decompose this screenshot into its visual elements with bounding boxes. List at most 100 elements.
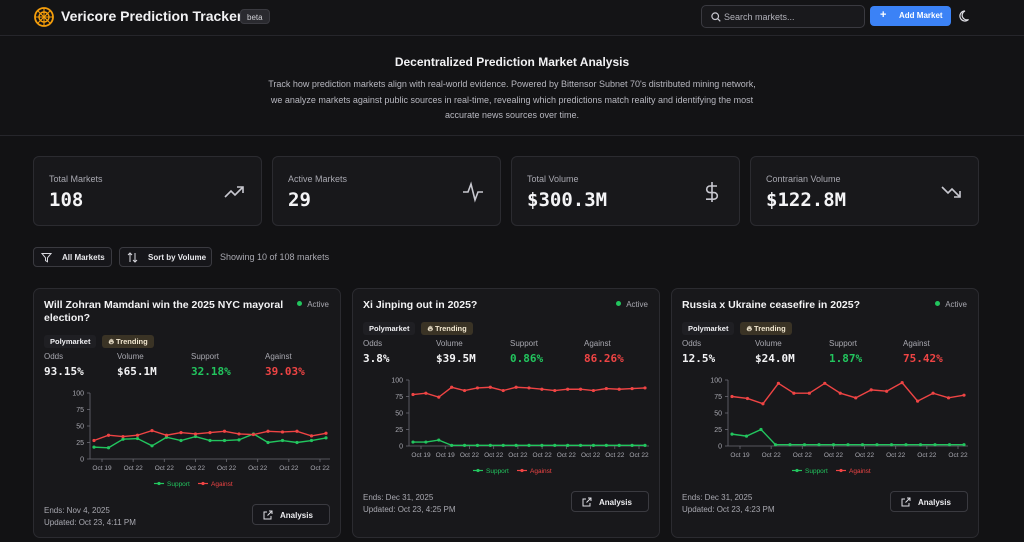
market-card[interactable]: Will Zohran Mamdani win the 2025 NYC may… xyxy=(33,288,341,538)
x-tick-label: Oct 22 xyxy=(533,452,553,459)
tag-row: Polymarket 🔥︎ Trending xyxy=(44,331,154,348)
y-tick-label: 50 xyxy=(76,424,84,431)
all-markets-filter[interactable]: All Markets xyxy=(33,247,112,267)
analysis-label: Analysis xyxy=(918,498,951,507)
volume-value: $39.5M xyxy=(436,352,476,365)
sort-by-volume-button[interactable]: Sort by Volume xyxy=(119,247,212,267)
analysis-button[interactable]: Analysis xyxy=(571,491,649,512)
legend-marker xyxy=(520,468,524,473)
market-question[interactable]: Russia x Ukraine ceasefire in 2025? xyxy=(682,299,861,311)
series-line-support xyxy=(731,428,964,446)
data-point-support xyxy=(266,440,270,445)
odds-value: 93.15% xyxy=(44,365,84,378)
filter-icon xyxy=(41,253,52,263)
external-link-icon xyxy=(901,497,911,507)
ends-date: Ends: Dec 31, 2025 xyxy=(363,493,434,502)
x-tick-label: Oct 22 xyxy=(605,452,625,459)
analysis-button[interactable]: Analysis xyxy=(890,491,968,512)
support-value: 0.86% xyxy=(510,352,544,365)
trending-tag: 🔥︎ Trending xyxy=(421,322,473,335)
analysis-button[interactable]: Analysis xyxy=(252,504,330,525)
data-point-against xyxy=(643,386,647,390)
data-point-support xyxy=(179,438,183,443)
updated-time: Updated: Oct 23, 4:23 PM xyxy=(682,505,775,514)
source-tag: Polymarket xyxy=(363,322,416,335)
data-point-against xyxy=(135,433,140,437)
data-point-support xyxy=(759,427,763,432)
data-point-support xyxy=(280,438,285,443)
hero-title: Decentralized Prediction Market Analysis xyxy=(394,55,630,69)
market-card[interactable]: Russia x Ukraine ceasefire in 2025? Acti… xyxy=(671,288,979,538)
dollar-icon xyxy=(705,182,719,202)
data-point-against xyxy=(745,396,750,401)
y-tick-label: 0 xyxy=(399,444,403,451)
data-point-support xyxy=(208,438,212,443)
data-point-against xyxy=(462,388,467,393)
odds-label: Odds xyxy=(44,352,64,361)
market-card[interactable]: Xi Jinping out in 2025? Active Polymarke… xyxy=(352,288,660,538)
y-tick-label: 100 xyxy=(710,378,722,385)
legend-marker xyxy=(795,468,799,473)
market-question[interactable]: Xi Jinping out in 2025? xyxy=(363,299,478,311)
data-point-support xyxy=(788,443,792,447)
data-point-against xyxy=(208,431,212,435)
y-tick-label: 25 xyxy=(76,440,84,447)
data-point-against xyxy=(450,385,454,389)
y-tick-label: 50 xyxy=(714,411,722,418)
data-point-against xyxy=(946,396,951,400)
updated-time: Updated: Oct 23, 4:11 PM xyxy=(44,518,136,527)
data-point-against xyxy=(488,385,492,389)
series-line-against xyxy=(731,381,965,405)
moon-icon[interactable] xyxy=(959,9,973,23)
data-point-support xyxy=(488,443,492,447)
data-point-against xyxy=(309,434,314,438)
logo-icon[interactable] xyxy=(34,7,54,27)
x-tick-label: Oct 19 xyxy=(436,452,456,459)
data-point-against xyxy=(411,392,415,397)
support-label: Support xyxy=(829,339,858,348)
x-tick-label: Oct 19 xyxy=(730,452,750,459)
external-link-icon xyxy=(582,497,592,507)
data-point-against xyxy=(792,391,796,395)
search-box[interactable] xyxy=(701,5,865,28)
data-point-support xyxy=(222,438,227,443)
stat-value: 108 xyxy=(49,189,84,211)
data-point-against xyxy=(823,381,827,385)
tag-row: Polymarket 🔥︎ Trending xyxy=(682,318,792,335)
all-markets-label: All Markets xyxy=(62,253,105,262)
trending-label: Trending xyxy=(435,324,467,333)
x-tick-label: Oct 22 xyxy=(886,452,906,459)
x-tick-label: Oct 22 xyxy=(155,465,175,472)
odds-chart: 0 25 50 75 100 Oct 19 Oct 22 Oct 22 Oct 22 Oct 22… xyxy=(710,378,968,475)
x-tick-label: Oct 22 xyxy=(762,452,782,459)
data-point-support xyxy=(875,443,879,447)
volume-metric: Volume $24.0M xyxy=(755,339,795,365)
data-point-support xyxy=(730,432,734,436)
against-metric: Against 86.26% xyxy=(584,339,624,365)
data-point-support xyxy=(962,443,966,447)
search-input[interactable] xyxy=(724,9,860,25)
data-point-against xyxy=(761,402,765,406)
data-point-support xyxy=(150,444,154,448)
stat-label: Total Markets xyxy=(49,174,103,184)
support-metric: Support 0.86% xyxy=(510,339,543,365)
support-metric: Support 1.87% xyxy=(829,339,862,365)
data-point-against xyxy=(931,391,935,395)
source-tag: Polymarket xyxy=(44,335,97,348)
data-point-against xyxy=(266,429,270,433)
x-tick-label: Oct 22 xyxy=(581,452,601,459)
app-title[interactable]: Vericore Prediction Tracker xyxy=(61,8,243,24)
data-point-against xyxy=(501,388,505,393)
analysis-label: Analysis xyxy=(599,498,632,507)
data-point-support xyxy=(802,443,807,447)
data-point-against xyxy=(776,381,780,385)
data-point-against xyxy=(838,391,842,395)
market-question[interactable]: Will Zohran Mamdani win the 2025 NYC may… xyxy=(44,299,284,324)
odds-metric: Odds 12.5% xyxy=(682,339,715,365)
data-point-against xyxy=(237,432,241,436)
legend-marker xyxy=(839,468,843,473)
add-market-button[interactable]: + Add Market xyxy=(870,6,951,26)
updated-time: Updated: Oct 23, 4:25 PM xyxy=(363,505,456,514)
legend-marker xyxy=(201,481,205,486)
data-point-support xyxy=(773,443,778,447)
